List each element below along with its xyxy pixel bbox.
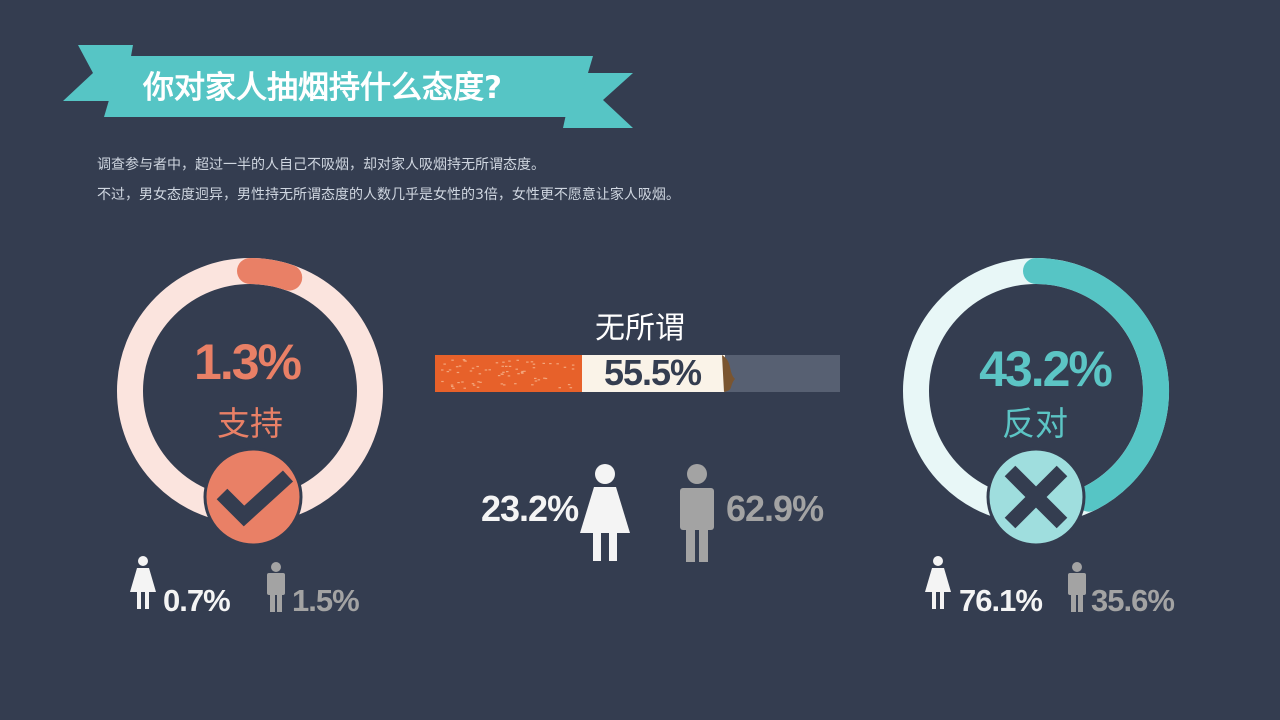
filter-speck [471, 383, 475, 385]
filter-speck [543, 377, 546, 379]
filter-speck [446, 371, 450, 373]
check-icon [203, 447, 303, 547]
filter-speck [484, 369, 488, 371]
filter-speck [497, 375, 501, 377]
filter-speck [452, 387, 455, 389]
filter-speck [569, 387, 573, 389]
male-person-icon [680, 464, 714, 562]
filter-speck [462, 359, 466, 361]
support-value: 1.3% [194, 334, 302, 390]
page-title: 你对家人抽烟持什么态度? [143, 70, 502, 106]
cigarette-icon [435, 355, 840, 392]
filter-speck [531, 384, 534, 386]
female-person-icon [580, 464, 630, 561]
male-person-icon [1068, 562, 1086, 612]
indifferent-male-value: 62.9% [726, 488, 824, 529]
filter-speck [471, 367, 475, 369]
filter-speck [567, 384, 571, 386]
filter-speck [523, 370, 526, 372]
filter-speck [502, 371, 505, 373]
filter-speck [451, 385, 454, 388]
filter-speck [461, 381, 464, 383]
intro-line-1: 调查参与者中，超过一半的人自己不吸烟，却对家人吸烟持无所谓态度。 [97, 157, 545, 173]
filter-speck [443, 363, 446, 365]
indifferent-label: 无所谓 [595, 311, 685, 346]
support-label: 支持 [217, 404, 283, 443]
filter-speck [530, 361, 534, 363]
filter-speck [476, 386, 480, 388]
filter-speck [542, 362, 545, 364]
oppose-female-value: 76.1% [959, 583, 1043, 618]
support-female-value: 0.7% [163, 583, 231, 618]
filter-speck [450, 384, 454, 386]
filter-speck [549, 363, 552, 365]
indifferent-value: 55.5% [603, 352, 702, 393]
filter-speck [495, 362, 499, 364]
filter-speck [517, 373, 520, 375]
filter-speck [520, 371, 524, 373]
filter-speck [534, 377, 537, 379]
filter-speck [441, 380, 444, 383]
male-person-icon [267, 562, 285, 612]
female-person-icon [130, 556, 156, 609]
filter-speck [501, 365, 504, 367]
filter-speck [532, 367, 536, 369]
oppose-male-value: 35.6% [1091, 583, 1175, 618]
filter-speck [558, 387, 561, 389]
filter-speck [441, 369, 444, 371]
cigarette-ash [722, 355, 735, 392]
filter-speck [508, 360, 511, 362]
filter-speck [556, 363, 559, 365]
filter-speck [521, 372, 524, 374]
oppose-ring-arc [1023, 258, 1170, 512]
filter-speck [451, 359, 454, 361]
filter-speck [534, 380, 538, 382]
support-male-value: 1.5% [292, 583, 360, 618]
filter-speck [507, 375, 511, 377]
indifferent-female-value: 23.2% [481, 488, 579, 529]
filter-speck [508, 365, 512, 367]
filter-speck [463, 387, 466, 389]
female-person-icon [925, 556, 951, 609]
filter-speck [455, 366, 459, 368]
filter-speck [469, 370, 473, 372]
support-ring-arc [237, 258, 303, 291]
filter-speck [537, 379, 541, 381]
intro-line-2: 不过，男女态度迥异，男性持无所谓态度的人数几乎是女性的3倍，女性更不愿意让家人吸… [97, 187, 680, 203]
filter-speck [526, 361, 529, 363]
filter-speck [488, 369, 491, 371]
filter-speck [571, 364, 575, 366]
filter-speck [563, 366, 567, 368]
filter-speck [516, 359, 519, 361]
cross-icon [986, 447, 1086, 547]
filter-speck [532, 363, 536, 365]
filter-speck [458, 365, 462, 367]
filter-speck [479, 381, 482, 383]
oppose-value: 43.2% [979, 341, 1113, 397]
filter-speck [478, 373, 482, 375]
filter-speck [463, 360, 466, 362]
filter-speck [571, 368, 575, 370]
cigarette-paper [582, 355, 725, 392]
filter-speck [477, 381, 480, 383]
filter-speck [506, 371, 509, 373]
ribbon-body [104, 56, 593, 117]
filter-speck [521, 370, 524, 373]
filter-speck [500, 373, 503, 375]
filter-speck [500, 383, 504, 385]
filter-speck [457, 382, 460, 384]
filter-speck [472, 384, 476, 386]
filter-speck [505, 365, 508, 367]
filter-speck [456, 371, 460, 374]
filter-speck [503, 384, 506, 386]
oppose-label: 反对 [1002, 404, 1068, 443]
filter-speck [502, 361, 505, 363]
filter-speck [515, 368, 518, 370]
filter-speck [476, 365, 479, 368]
filter-speck [514, 383, 517, 385]
filter-speck [448, 369, 452, 371]
filter-speck [544, 377, 548, 380]
